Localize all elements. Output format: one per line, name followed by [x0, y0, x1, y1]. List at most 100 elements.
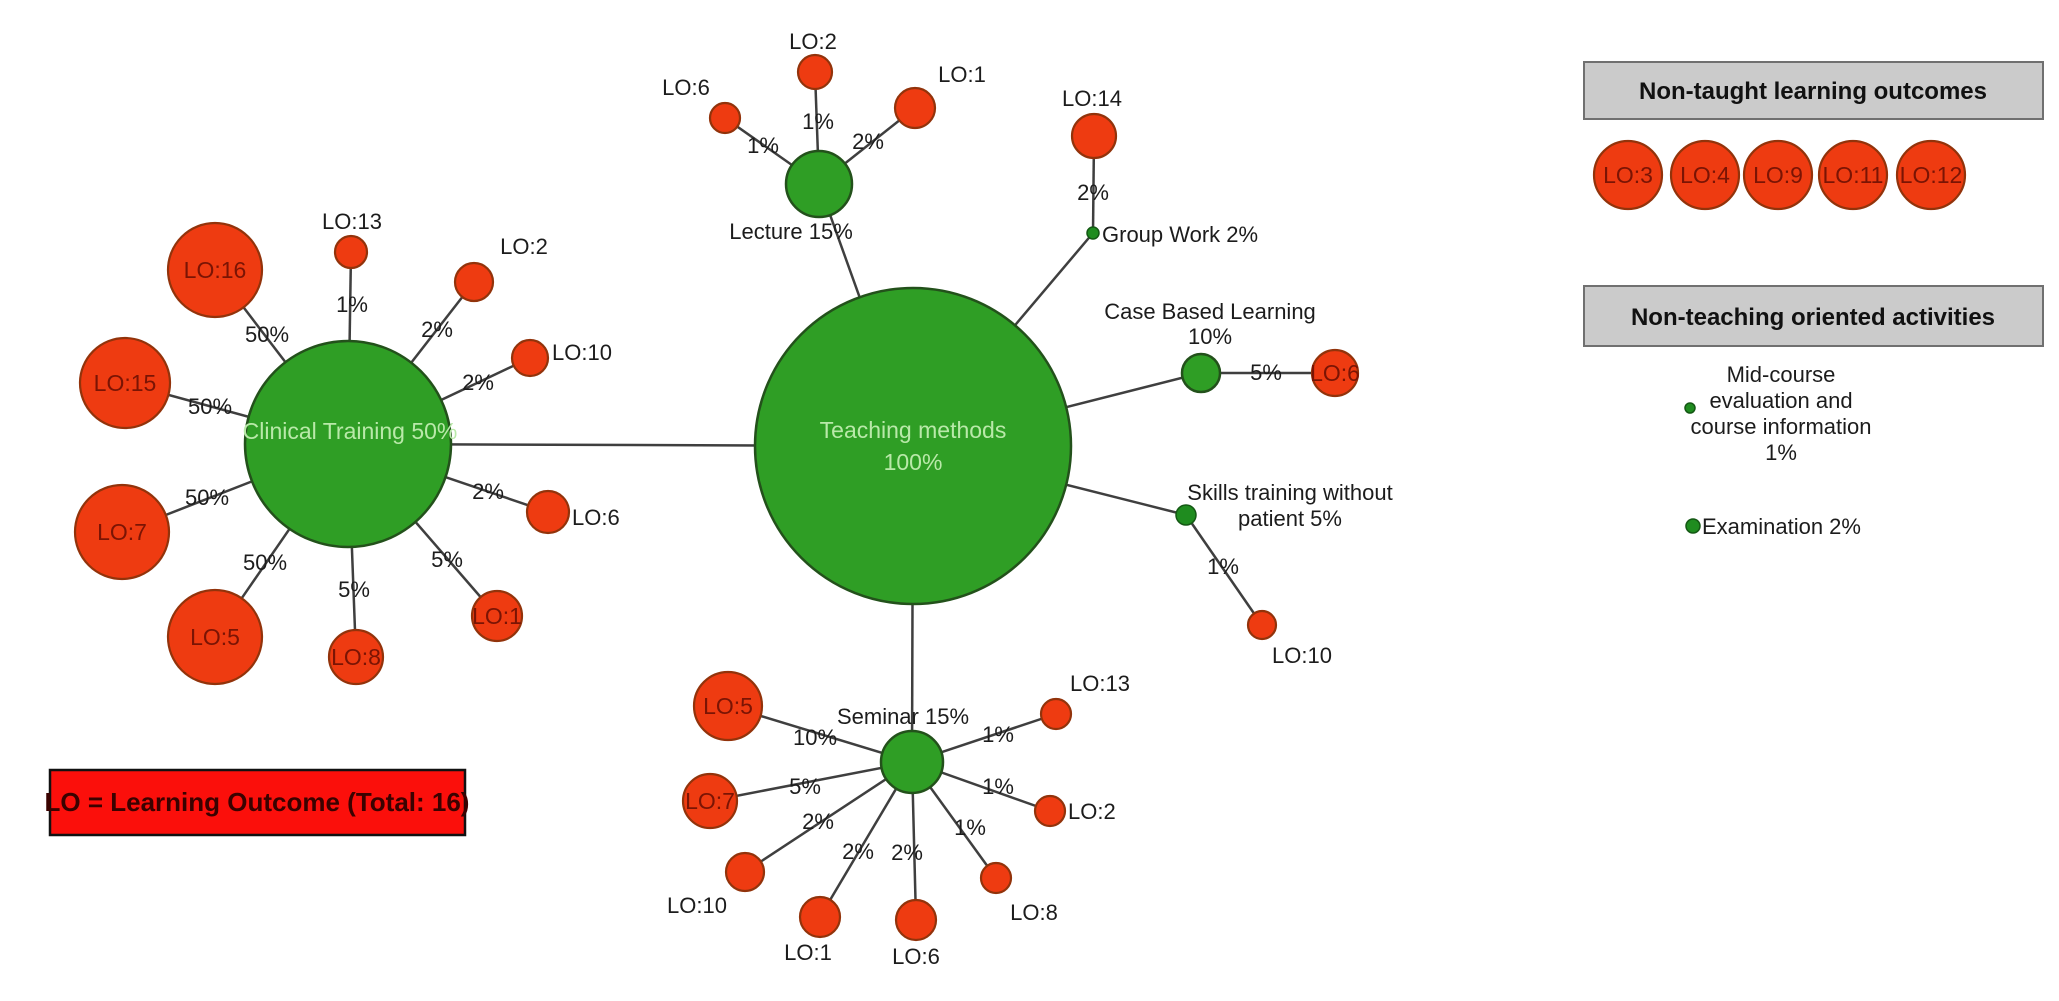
clinical-lo15-label: LO:15 — [94, 370, 157, 396]
seminar-lo13-label: LO:13 — [1070, 671, 1130, 696]
clinical-lo6-pct: 2% — [472, 479, 504, 504]
seminar-lo1-node — [798, 895, 842, 939]
edge-seminar-lo10 — [744, 760, 913, 874]
teaching-methods-node: Teaching methods 100% — [753, 286, 1073, 606]
nontaught-lo12-node — [1895, 139, 1967, 211]
clinical-lo10-node — [510, 338, 550, 378]
non-teaching-panel: Non-teaching oriented activities Mid-cou… — [1583, 285, 2044, 539]
seminar-lo5-node — [692, 670, 764, 742]
seminar-lo13-node — [1039, 697, 1073, 731]
midcourse-label-line1: Mid-course — [1727, 362, 1836, 387]
midcourse-dot — [1684, 402, 1696, 414]
clinical-lo2-node — [453, 261, 495, 303]
lecture-node — [784, 149, 854, 219]
clinical-training-node: Clinical Training 50% — [243, 339, 458, 549]
nontaught-lo3-node — [1592, 139, 1664, 211]
casebased-lo6-label: LO:6 — [1310, 360, 1360, 386]
nontaught-lo3-label: LO:3 — [1603, 162, 1653, 188]
legend-text: LO = Learning Outcome (Total: 16) — [45, 787, 470, 817]
skills-training-label-line2: patient 5% — [1238, 506, 1342, 531]
case-based-label-line1: Case Based Learning — [1104, 299, 1316, 324]
clinical-lo8-pct: 5% — [338, 577, 370, 602]
non-teaching-panel-title: Non-teaching oriented activities — [1631, 304, 1995, 331]
groupwork-lo14-pct: 2% — [1077, 180, 1109, 205]
non-teaching-panel-box — [1583, 285, 2044, 347]
seminar-lo6-label: LO:6 — [892, 944, 940, 969]
groupwork-lo14-node — [1070, 112, 1118, 160]
clinical-lo7-node — [73, 483, 171, 581]
lecture-lo6-pct: 1% — [747, 133, 779, 158]
legend-box — [48, 768, 467, 837]
seminar-lo5-pct: 10% — [793, 725, 837, 750]
clinical-lo10-label: LO:10 — [552, 340, 612, 365]
nontaught-lo9-label: LO:9 — [1753, 162, 1803, 188]
skills-training-label-line1: Skills training without — [1187, 480, 1392, 505]
group-work-label: Group Work 2% — [1102, 222, 1258, 247]
clinical-lo2-label: LO:2 — [500, 234, 548, 259]
clinical-lo1-node — [470, 589, 524, 643]
clinical-lo2-pct: 2% — [421, 317, 453, 342]
clinical-lo5-pct: 50% — [243, 550, 287, 575]
clinical-lo13-pct: 1% — [336, 292, 368, 317]
lecture-lo1-pct: 2% — [852, 129, 884, 154]
seminar-lo2-node — [1033, 794, 1067, 828]
clinical-training-circle — [243, 339, 453, 549]
skills-lo10-node — [1246, 609, 1278, 641]
edge-skills-lo10 — [1184, 514, 1264, 626]
clinical-lo15-pct: 50% — [188, 394, 232, 419]
case-based-label-line2: 10% — [1188, 324, 1232, 349]
teaching-methods-label-line2: 100% — [884, 449, 943, 475]
nontaught-lo4-node — [1669, 139, 1741, 211]
non-taught-panel: Non-taught learning outcomes LO:3 LO:4 L… — [1583, 61, 2044, 211]
seminar-label: Seminar 15% — [837, 704, 969, 729]
case-based-node — [1180, 352, 1222, 394]
lecture-lo1-label: LO:1 — [938, 62, 986, 87]
midcourse-label-line3: course information — [1691, 414, 1872, 439]
clinical-lo8-label: LO:8 — [331, 644, 381, 670]
clinical-lo7-label: LO:7 — [97, 519, 147, 545]
seminar-lo10-node — [724, 851, 766, 893]
nontaught-lo9-node — [1742, 139, 1814, 211]
lecture-label: Lecture 15% — [729, 219, 853, 244]
legend: LO = Learning Outcome (Total: 16) — [45, 768, 470, 837]
non-taught-panel-box — [1583, 61, 2044, 120]
group-work-cluster: Group Work 2% LO:14 2% — [1062, 86, 1258, 247]
nontaught-lo4-label: LO:4 — [1680, 162, 1730, 188]
clinical-cluster: LO:13 1% LO:2 2% LO:10 2% LO:6 2% LO:1 5… — [73, 209, 620, 686]
seminar-lo1-label: LO:1 — [784, 940, 832, 965]
teaching-methods-label-line1: Teaching methods — [820, 417, 1007, 443]
lecture-lo6-node — [708, 101, 742, 135]
lecture-lo2-node — [796, 53, 834, 91]
clinical-lo15-node — [78, 336, 172, 430]
lecture-cluster: Lecture 15% LO:6 1% LO:2 1% LO:1 2% — [662, 29, 986, 244]
groupwork-lo14-label: LO:14 — [1062, 86, 1122, 111]
seminar-lo2-pct: 1% — [982, 774, 1014, 799]
clinical-lo1-pct: 5% — [431, 547, 463, 572]
seminar-lo8-pct: 1% — [954, 815, 986, 840]
clinical-lo6-node — [525, 489, 571, 535]
teaching-methods-circle — [753, 286, 1073, 606]
casebased-lo6-node — [1310, 348, 1360, 398]
edge-seminar-lo7 — [709, 760, 913, 803]
nontaught-lo11-label: LO:11 — [1823, 162, 1884, 188]
clinical-lo16-pct: 50% — [245, 322, 289, 347]
clinical-lo7-pct: 50% — [185, 485, 229, 510]
nontaught-lo12-label: LO:12 — [1900, 162, 1963, 188]
seminar-lo7-node — [681, 772, 739, 830]
seminar-lo8-label: LO:8 — [1010, 900, 1058, 925]
clinical-lo6-label: LO:6 — [572, 505, 620, 530]
lecture-lo6-label: LO:6 — [662, 75, 710, 100]
seminar-lo6-pct: 2% — [891, 840, 923, 865]
casebased-lo6-pct: 5% — [1250, 360, 1282, 385]
seminar-lo10-pct: 2% — [802, 809, 834, 834]
clinical-training-label: Clinical Training 50% — [243, 418, 458, 444]
seminar-cluster: Seminar 15% LO:5 10% LO:7 5% LO:10 2% LO… — [667, 670, 1130, 969]
skills-lo10-label: LO:10 — [1272, 643, 1332, 668]
seminar-node — [879, 729, 945, 795]
seminar-lo13-pct: 1% — [982, 722, 1014, 747]
clinical-lo10-pct: 2% — [462, 370, 494, 395]
seminar-lo7-label: LO:7 — [685, 788, 735, 814]
clinical-lo13-label: LO:13 — [322, 209, 382, 234]
